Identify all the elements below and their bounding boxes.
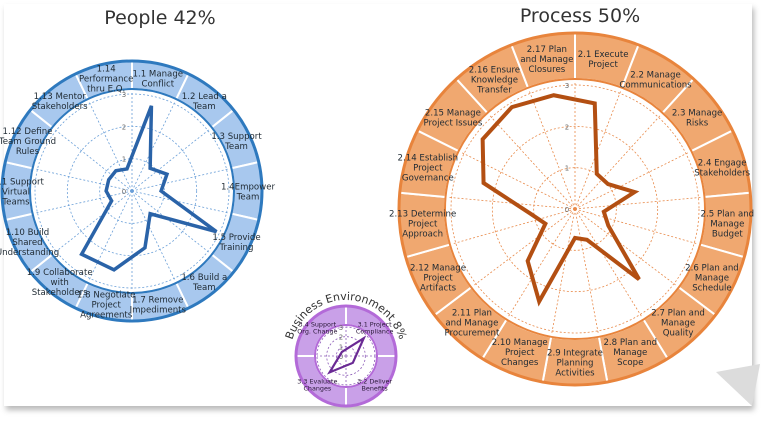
grid-ring	[326, 336, 366, 376]
tick-label: 2	[565, 123, 569, 131]
grid-spoke	[507, 208, 576, 319]
tick-label: 2	[339, 334, 343, 342]
category-label: 1.1 Manage Conflict	[133, 69, 184, 89]
category-label: 2.16 Ensure Knowledge Transfer	[469, 65, 520, 95]
grid-spoke	[574, 208, 678, 287]
tick-label: 0	[339, 353, 343, 361]
data-series-line	[480, 93, 641, 307]
category-label: 1.6 Build a Team	[181, 273, 227, 293]
category-label: 2.5 Plan and Manage Budget	[701, 210, 755, 240]
grid-spoke	[528, 89, 576, 210]
category-label: 2.15 Manage Project Issues	[423, 108, 482, 128]
category-label: 2.8 Plan and Manage Scope	[603, 338, 657, 368]
category-label: 2.7 Plan and Manage Quality	[651, 309, 705, 339]
ring-outer-border	[294, 304, 398, 408]
category-label: 1.3 Support Team	[211, 132, 262, 152]
grid-spoke	[53, 190, 133, 254]
ring-outer-border	[397, 31, 753, 387]
grid-spoke	[131, 190, 230, 214]
category-label: 1.10 Build Shared Understanding	[0, 228, 59, 258]
data-series-line	[326, 335, 367, 375]
grid-spoke	[574, 151, 690, 210]
tick-label: 3	[565, 82, 569, 90]
category-label: 2.6 Plan and Manage Schedule	[685, 264, 739, 294]
grid-spoke	[131, 100, 176, 192]
grid-spoke	[472, 208, 576, 287]
grid-spoke	[131, 168, 230, 192]
grid-spoke	[488, 114, 576, 210]
category-label: 2.1 Execute Project	[578, 50, 629, 70]
tick-label: 3	[122, 91, 126, 99]
category-label: 2.10 Manage Project Changes	[492, 338, 548, 368]
grid-spoke	[131, 190, 176, 282]
chart-title: Process 50%	[520, 5, 640, 27]
grid-spoke	[574, 208, 643, 319]
category-label: 2.3 Manage Risks	[672, 108, 723, 128]
radar-chart-1: 0 1 2 3 1.1 Manage Conflict 1.2 Lead a Team 1.3 …	[0, 7, 275, 323]
category-label: 2.12 Manage Project Artifacts	[410, 264, 466, 294]
category-label: 2.13 Determine Project Approach	[389, 210, 456, 240]
grid-spoke	[551, 208, 576, 335]
ring-outer-border	[0, 59, 264, 323]
grid-spoke	[34, 168, 133, 192]
data-series-line	[79, 105, 218, 272]
category-label: 1.4Empower Team	[221, 183, 275, 203]
tick-label: 1	[565, 165, 569, 173]
grid-spoke	[131, 128, 211, 192]
category-label: 3.2 Deliver Benefits	[357, 378, 392, 393]
tick-label: 1	[339, 343, 343, 351]
grid-spoke	[53, 128, 133, 192]
grid-spoke	[88, 100, 133, 192]
grid-spoke	[460, 151, 576, 210]
grid-spoke	[574, 208, 599, 335]
category-label: 1.14 Performance thru E.Q.	[79, 64, 133, 94]
category-label: 1.9 Collaborate with Stakeholders	[27, 268, 93, 298]
category-label: 3.4 Support Org. Change	[297, 320, 337, 335]
grid-spoke	[574, 114, 662, 210]
category-label: 2.4 Engage Stakeholders	[694, 159, 750, 179]
category-label: 2.11 Plan and Manage Procurement	[444, 309, 500, 339]
grid-spoke	[451, 208, 576, 245]
grid-spoke	[574, 196, 703, 210]
grid-spoke	[131, 190, 211, 254]
category-label: 1.5 Provide Training	[212, 233, 260, 253]
category-label: 2.14 Establish Project Governance	[398, 154, 459, 184]
category-label: 1.8 Negotiate Project Agreements	[77, 291, 136, 321]
category-label: 2.17 Plan and Manage Closures	[520, 45, 573, 75]
grid-ring	[491, 125, 659, 293]
category-label: 1.13 Mentor Stakeholders	[32, 92, 88, 112]
grid-ring	[316, 326, 376, 386]
tick-label: 0	[565, 206, 569, 214]
grid-spoke	[88, 190, 133, 282]
category-label: 2.9 Integrate Planning Activities	[547, 349, 603, 379]
category-label: 1.2 Lead a Team	[182, 92, 227, 112]
grid-ring	[450, 84, 700, 334]
category-label: 1.7 Remove Impediments	[130, 296, 187, 316]
category-label: 1.12 Define Team Ground Rules	[0, 127, 56, 157]
category-label: 2.2 Manage Communications	[619, 70, 692, 90]
tick-label: 0	[122, 188, 126, 196]
grid-spoke	[34, 190, 133, 214]
grid-spoke	[574, 89, 622, 210]
tick-label: 2	[122, 123, 126, 131]
grid-spoke	[574, 208, 699, 245]
page-curl	[716, 364, 760, 406]
category-label: 3.3 Evaluate Changes	[297, 378, 337, 393]
grid-ring	[34, 93, 230, 289]
tick-label: 1	[122, 156, 126, 164]
category-label: 3.1 Project Compliance	[356, 320, 394, 335]
chart-title: People 42%	[104, 7, 215, 29]
tick-label: 3	[339, 324, 343, 332]
grid-ring	[533, 167, 617, 251]
